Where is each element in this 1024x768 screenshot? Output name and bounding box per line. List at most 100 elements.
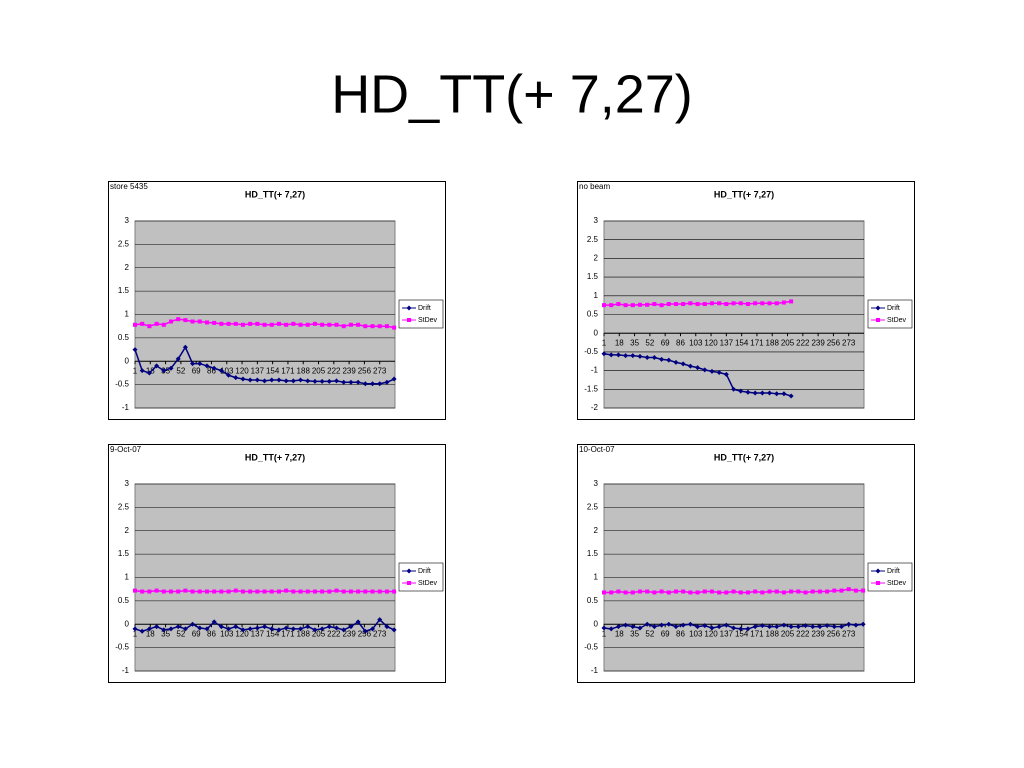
drift-marker (370, 381, 376, 387)
stdev-marker (284, 588, 289, 593)
legend-marker (406, 305, 412, 311)
stdev-marker (327, 322, 332, 327)
y-tick-label: 1 (125, 310, 130, 319)
x-tick-label: 35 (630, 629, 639, 638)
legend-label: StDev (887, 317, 907, 324)
stdev-marker (233, 588, 238, 593)
stdev-marker (233, 321, 238, 326)
stdev-marker (637, 589, 642, 594)
drift-marker (846, 621, 852, 627)
legend-box (398, 562, 444, 592)
chart: 9-Oct-07 HD_TT(+ 7,27) -1 -0.5 0 0.5 1 1.5 2 2.5 3… (108, 444, 446, 683)
stdev-marker (269, 589, 274, 594)
x-tick-label: 256 (827, 338, 841, 347)
stdev-marker (176, 317, 181, 322)
stdev-marker (702, 302, 707, 307)
drift-marker (608, 352, 614, 358)
x-tick-label: 154 (266, 366, 280, 375)
drift-marker (731, 625, 737, 631)
y-tick-label: 2.5 (118, 502, 130, 511)
drift-marker (326, 624, 332, 630)
legend-label: Drift (887, 305, 900, 312)
y-tick-label: 2 (594, 254, 599, 263)
y-tick-label: -0.5 (584, 347, 598, 356)
x-tick-label: 52 (176, 366, 185, 375)
stdev-marker (781, 590, 786, 595)
stdev-marker (377, 589, 382, 594)
stdev-marker (183, 318, 188, 323)
chart-title: HD_TT(+ 7,27) (714, 189, 774, 199)
stdev-marker (147, 589, 152, 594)
drift-marker (630, 353, 636, 359)
x-tick-label: 120 (235, 366, 249, 375)
x-tick-label: 239 (342, 366, 356, 375)
stdev-marker (190, 319, 195, 324)
drift-marker (190, 621, 196, 627)
x-tick-label: 222 (796, 338, 810, 347)
drift-marker (362, 628, 368, 634)
stdev-marker (709, 301, 714, 306)
stdev-marker (363, 589, 368, 594)
drift-marker (824, 623, 830, 629)
stdev-marker (774, 589, 779, 594)
stdev-marker (240, 589, 245, 594)
stdev-marker (623, 303, 628, 308)
drift-marker (211, 365, 217, 371)
stdev-marker (305, 322, 310, 327)
drift-marker (298, 377, 304, 383)
stdev-marker (738, 590, 743, 595)
x-tick-label: 273 (842, 338, 856, 347)
stdev-marker (774, 301, 779, 306)
drift-marker (767, 624, 773, 630)
stdev-marker (810, 589, 815, 594)
x-tick-label: 103 (689, 338, 703, 347)
stdev-marker (312, 321, 317, 326)
stdev-marker (652, 590, 657, 595)
drift-marker (644, 621, 650, 627)
drift-marker (146, 626, 152, 632)
drift-marker (226, 626, 232, 632)
drift-marker (767, 390, 773, 396)
stdev-marker (327, 589, 332, 594)
drift-marker (666, 621, 672, 627)
drift-marker (276, 377, 282, 383)
stdev-marker (767, 301, 772, 306)
stdev-marker (248, 321, 253, 326)
stdev-marker (839, 588, 844, 593)
y-tick-label: -1 (122, 666, 130, 675)
drift-marker (341, 379, 347, 385)
stdev-marker (147, 324, 152, 329)
legend-marker (875, 305, 881, 311)
chart: 10-Oct-07 HD_TT(+ 7,27) -1 -0.5 0 0.5 1 1.5 2 2.5… (577, 444, 915, 683)
stdev-marker (212, 320, 217, 325)
stdev-marker (190, 589, 195, 594)
drift-marker (630, 624, 636, 630)
drift-marker (384, 379, 390, 385)
stdev-marker (781, 300, 786, 305)
stdev-marker (731, 589, 736, 594)
stdev-marker (767, 589, 772, 594)
x-tick-label: 86 (676, 629, 685, 638)
drift-marker (774, 391, 780, 397)
drift-marker (738, 626, 744, 632)
legend-marker (407, 581, 411, 585)
stdev-marker (161, 322, 166, 327)
drift-marker (788, 393, 794, 399)
drift-marker (290, 378, 296, 384)
x-tick-label: 103 (220, 366, 234, 375)
x-tick-label: 188 (766, 338, 780, 347)
y-tick-label: 1 (594, 291, 599, 300)
y-tick-label: 3 (125, 479, 130, 488)
drift-marker (745, 389, 751, 395)
x-tick-label: 120 (235, 629, 249, 638)
y-tick-label: -0.5 (584, 643, 598, 652)
stdev-marker (709, 589, 714, 594)
drift-marker (182, 626, 188, 632)
stdev-marker (291, 589, 296, 594)
stdev-marker (853, 588, 858, 593)
drift-marker (831, 624, 837, 630)
drift-marker (659, 356, 665, 362)
drift-marker (290, 626, 296, 632)
drift-marker (298, 626, 304, 632)
drift-marker (247, 377, 253, 383)
